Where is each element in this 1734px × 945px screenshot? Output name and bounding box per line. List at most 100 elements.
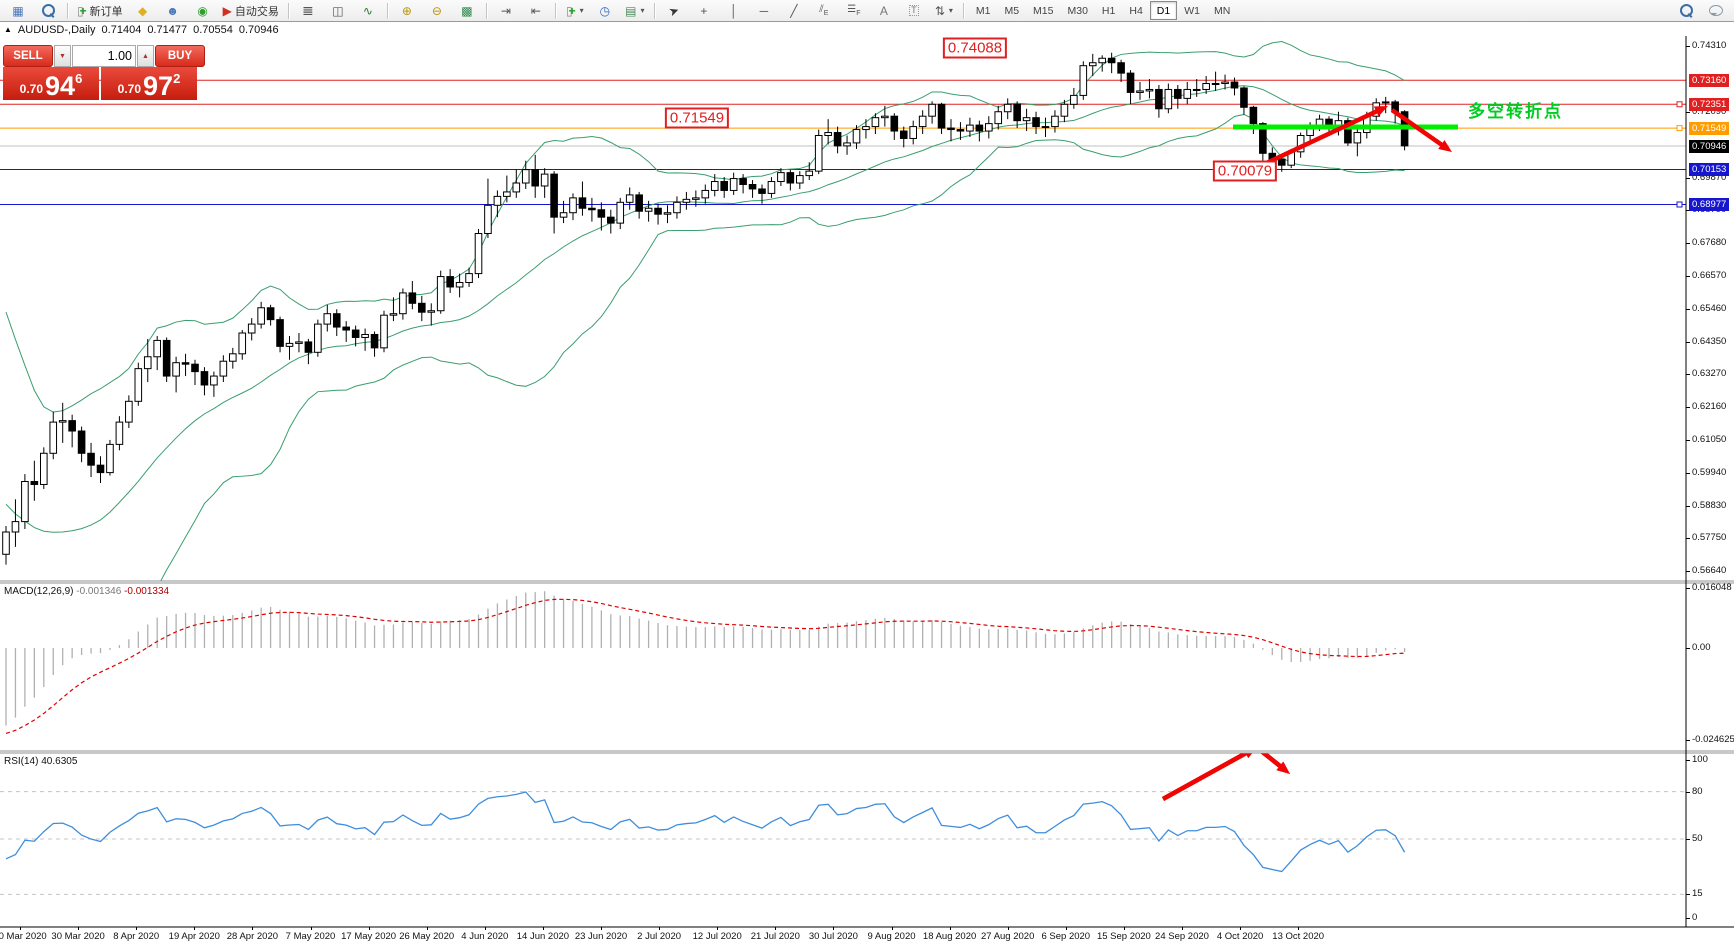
candle-body: [191, 363, 199, 373]
price-callout-label[interactable]: 0.74088: [942, 37, 1008, 59]
timeframe-button-MN[interactable]: MN: [1213, 4, 1231, 17]
autotrading-button[interactable]: ▶ 自动交易: [219, 1, 283, 21]
main-pane[interactable]: [0, 41, 1686, 697]
candle-body: [1070, 94, 1078, 105]
bar-chart-type-button[interactable]: 𝌆: [294, 1, 322, 21]
auto-scroll-button[interactable]: ⇥: [492, 1, 520, 21]
date-label: 4 Jun 2020: [461, 931, 509, 942]
market-watch-icon[interactable]: ▦: [12, 3, 24, 18]
candle-body: [1003, 103, 1012, 113]
timeframe-button-W1[interactable]: W1: [1184, 4, 1200, 17]
sell-button[interactable]: SELL: [3, 45, 53, 67]
candle-body: [654, 207, 662, 215]
expert-advisors-button[interactable]: ☻: [159, 1, 187, 21]
candle-body: [77, 430, 86, 454]
timeframe-button-M1[interactable]: M1: [975, 4, 991, 17]
chat-button[interactable]: [1702, 1, 1730, 21]
object-anchor[interactable]: [1676, 201, 1683, 208]
fibonacci-tool-button[interactable]: ☰F: [840, 1, 868, 21]
candle-body: [710, 181, 719, 191]
timeframe-button-H4[interactable]: H4: [1129, 4, 1143, 17]
line-chart-type-button[interactable]: ∿: [354, 1, 382, 21]
rsi-pane[interactable]: [0, 747, 1686, 895]
date-label: 14 Jun 2020: [516, 931, 570, 942]
sell-price-button[interactable]: 0.70 94 6: [3, 67, 99, 100]
arrows-tool-button[interactable]: ⇅ ▾: [934, 3, 953, 18]
candle-body: [956, 129, 965, 132]
equidistant-channel-tool-button[interactable]: ⫽E: [810, 1, 838, 21]
volume-input[interactable]: [72, 45, 136, 67]
candle-body: [578, 197, 587, 209]
buy-button[interactable]: BUY: [155, 45, 205, 67]
candle-body: [436, 276, 445, 312]
buy-price-prefix: 0.70: [117, 82, 142, 96]
price-callout-label[interactable]: 0.70079: [1212, 160, 1278, 182]
candlestick-chart-type-button[interactable]: ◫: [324, 1, 352, 21]
timeframe-button-H1[interactable]: H1: [1101, 4, 1116, 17]
signals-button[interactable]: ◉: [189, 1, 217, 21]
price-tick: 0.61050: [1692, 433, 1727, 445]
profiles-button[interactable]: ◷: [591, 1, 619, 21]
candle-body: [786, 172, 795, 184]
text-label-tool-button[interactable]: T: [900, 1, 928, 21]
buy-price-button[interactable]: 0.70 97 2: [101, 67, 197, 100]
chart-shift-button[interactable]: ⇤: [522, 1, 550, 21]
candle-body: [994, 111, 1003, 125]
rsi-label: RSI(14) 40.6305: [4, 756, 78, 767]
chart-annotation-text[interactable]: 多空转折点: [1468, 102, 1563, 121]
timeframe-button-D1[interactable]: D1: [1149, 1, 1178, 20]
search-button[interactable]: [1672, 1, 1700, 21]
tile-windows-button[interactable]: ▩: [453, 1, 481, 21]
candle-body: [106, 443, 114, 474]
red-arrow-object[interactable]: [1161, 751, 1251, 801]
vertical-line-tool-button[interactable]: │: [720, 1, 748, 21]
date-tickmark: [310, 927, 312, 930]
new-chart-button[interactable]: ▯+ ▾: [566, 3, 584, 18]
object-anchor[interactable]: [1676, 101, 1683, 108]
data-window-icon[interactable]: [34, 1, 62, 21]
timeframe-button-M5[interactable]: M5: [1004, 4, 1020, 17]
candle-body: [181, 362, 190, 365]
timeframe-button-M30[interactable]: M30: [1067, 4, 1088, 17]
volume-decrease-button[interactable]: ▼: [54, 45, 71, 67]
price-callout-label[interactable]: 0.71549: [664, 107, 730, 129]
candle-body: [408, 292, 417, 304]
candle-body: [389, 313, 398, 316]
text-tool-button[interactable]: A: [870, 1, 898, 21]
red-arrow-object[interactable]: [1390, 108, 1446, 149]
templates-button[interactable]: ▤ ▾: [625, 3, 645, 18]
zoom-out-button[interactable]: ⊖: [423, 1, 451, 21]
price-tick: 0.69870: [1692, 171, 1727, 183]
date-tickmark: [601, 927, 602, 930]
trendline-tool-button[interactable]: ╱: [780, 1, 808, 21]
date-tickmark: [1065, 927, 1067, 930]
new-order-button[interactable]: ▯+ 新订单: [73, 1, 127, 21]
zoom-in-button[interactable]: ⊕: [393, 1, 421, 21]
price-tick: 0.64350: [1692, 335, 1727, 347]
candle-body: [1202, 83, 1210, 90]
candle-body: [512, 182, 521, 193]
object-anchor[interactable]: [1676, 125, 1683, 132]
crosshair-icon: +: [700, 3, 708, 18]
horizontal-line-tool-button[interactable]: ─: [750, 1, 778, 21]
candle-body: [380, 314, 388, 349]
candle-body: [852, 129, 861, 144]
candle-body: [1051, 115, 1059, 128]
red-arrow-object[interactable]: [1257, 107, 1381, 170]
metaeditor-button[interactable]: ◆: [129, 1, 157, 21]
candle-body: [49, 421, 58, 454]
volume-increase-button[interactable]: ▲: [137, 45, 154, 67]
candle-body: [1060, 103, 1069, 117]
timeframe-button-M15[interactable]: M15: [1033, 4, 1054, 17]
macd-pane[interactable]: [5, 591, 1406, 735]
rsi-tickmark: [1686, 918, 1690, 919]
candle-body: [1022, 117, 1031, 122]
candle-body: [399, 292, 407, 315]
price-tickmark: [1686, 537, 1690, 539]
date-label: 26 May 2020: [399, 931, 455, 942]
candle-body: [673, 201, 681, 214]
date-label: 30 Mar 2020: [51, 931, 105, 942]
candle-body: [843, 142, 851, 147]
crosshair-tool-button[interactable]: +: [690, 1, 718, 21]
